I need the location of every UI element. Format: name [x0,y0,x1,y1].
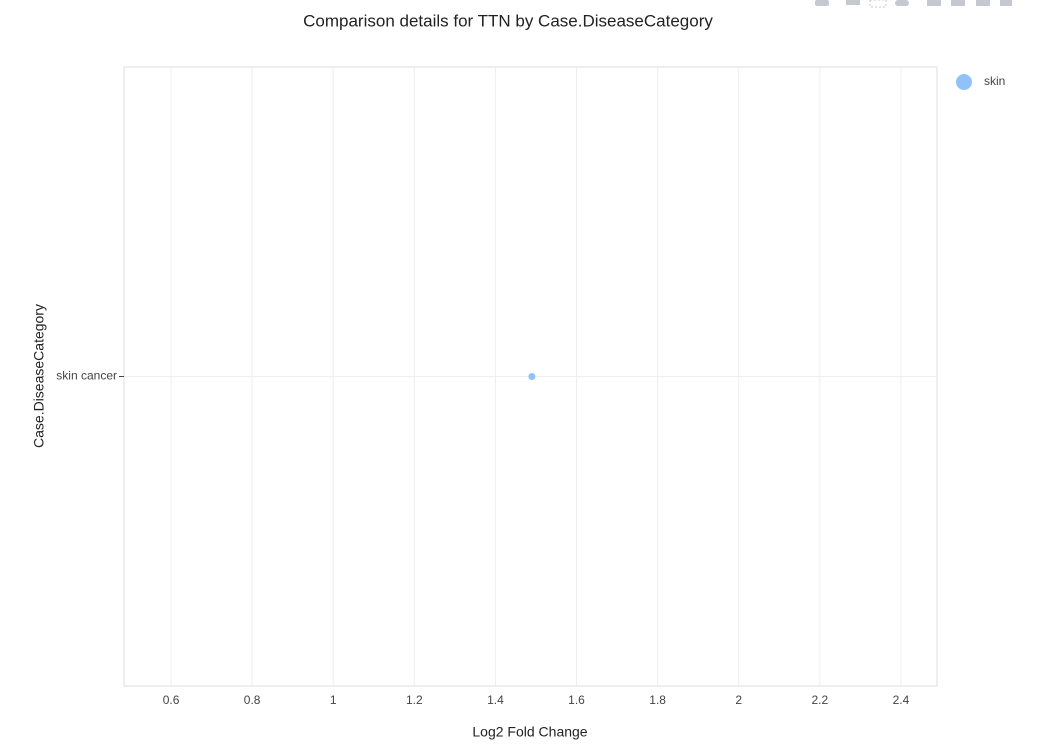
point [528,373,536,380]
chart-title: Comparison details for TTN by Case.Disea… [303,11,713,30]
zoom-icon[interactable] [846,0,860,5]
select-icon[interactable] [869,0,887,8]
x-tick-label: 1 [330,693,337,707]
zoom-out-icon[interactable] [951,0,965,6]
autoscale-icon[interactable] [976,0,990,6]
x-tick-label: 2.2 [811,693,828,707]
x-tick-label: 2 [735,693,742,707]
y-axis-label: Case.DiseaseCategory [31,304,47,448]
legend-marker [956,74,972,90]
y-tick-label: skin cancer [56,369,117,383]
x-tick-label: 1.4 [487,693,504,707]
x-axis-label: Log2 Fold Change [472,724,587,740]
x-tick-label: 1.8 [649,693,666,707]
x-tick-label: 1.6 [568,693,585,707]
reset-icon[interactable] [1000,0,1012,6]
toolbar [815,0,1012,8]
camera-icon[interactable] [815,0,829,6]
zoom-in-icon[interactable] [927,0,941,6]
x-tick-label: 2.4 [893,693,910,707]
x-tick-label: 0.8 [244,693,261,707]
x-tick-label: 1.2 [406,693,423,707]
x-tick-label: 0.6 [163,693,180,707]
lasso-icon[interactable] [895,0,909,6]
legend-label: skin [984,74,1005,88]
